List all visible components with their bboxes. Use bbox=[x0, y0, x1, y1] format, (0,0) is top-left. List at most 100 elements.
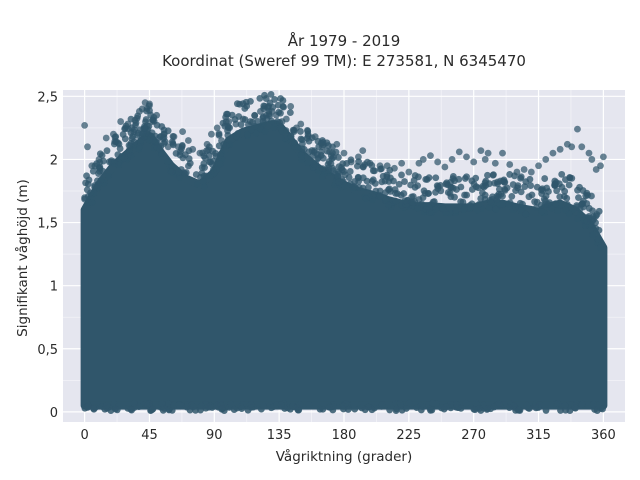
scatter-point-outlier bbox=[131, 116, 139, 124]
scatter-point bbox=[91, 182, 99, 189]
scatter-point-outlier bbox=[218, 137, 225, 144]
scatter-point bbox=[369, 167, 377, 175]
scatter-point-outlier bbox=[160, 130, 168, 138]
scatter-point bbox=[494, 178, 501, 186]
scatter-point bbox=[392, 197, 399, 205]
scatter-point bbox=[479, 182, 487, 190]
scatter-point bbox=[353, 162, 361, 170]
scatter-point bbox=[340, 182, 348, 190]
scatter-point bbox=[517, 188, 525, 196]
scatter-point bbox=[142, 400, 150, 408]
scatter-point bbox=[460, 206, 468, 214]
scatter-point bbox=[227, 400, 235, 408]
scatter-point bbox=[429, 399, 437, 407]
scatter-point bbox=[267, 90, 275, 98]
scatter-point bbox=[407, 181, 414, 189]
scatter-point bbox=[590, 400, 598, 408]
scatter-point-outlier bbox=[520, 166, 528, 173]
scatter-point bbox=[400, 190, 408, 197]
scatter-point bbox=[149, 136, 157, 144]
scatter-point bbox=[563, 194, 571, 202]
scatter-point-outlier bbox=[184, 137, 192, 144]
scatter-point bbox=[361, 406, 369, 414]
scatter-point bbox=[409, 199, 417, 206]
scatter-point bbox=[565, 181, 573, 189]
scatter-point bbox=[594, 235, 602, 243]
scatter-point bbox=[142, 116, 150, 123]
scatter-point bbox=[566, 173, 574, 181]
x-tick-label: 225 bbox=[396, 428, 421, 443]
scatter-point bbox=[261, 128, 269, 135]
scatter-point bbox=[172, 149, 180, 157]
scatter-point bbox=[425, 204, 433, 212]
scatter-point bbox=[592, 219, 599, 227]
scatter-point bbox=[552, 200, 559, 208]
scatter-point bbox=[319, 165, 327, 173]
x-tick-label: 90 bbox=[206, 428, 223, 443]
scatter-point-outlier bbox=[491, 159, 499, 167]
scatter-point bbox=[120, 155, 128, 162]
scatter-point-outlier bbox=[95, 156, 103, 163]
scatter-point bbox=[562, 406, 570, 414]
scatter-point-outlier bbox=[481, 156, 489, 163]
y-tick-label: 1 bbox=[50, 280, 58, 295]
scatter-point bbox=[345, 174, 353, 181]
scatter-point bbox=[286, 109, 294, 117]
scatter-point bbox=[262, 95, 270, 102]
scatter-point bbox=[538, 208, 545, 216]
scatter-point bbox=[149, 405, 157, 413]
scatter-point bbox=[490, 171, 497, 179]
scatter-point bbox=[405, 399, 413, 407]
y-tick-label: 2,5 bbox=[37, 90, 58, 105]
scatter-point bbox=[105, 172, 112, 180]
scatter-point bbox=[459, 198, 467, 206]
scatter-point-outlier bbox=[251, 111, 259, 119]
scatter-point bbox=[96, 150, 104, 158]
scatter-point-outlier bbox=[599, 153, 607, 161]
scatter-point bbox=[127, 406, 135, 413]
scatter-point bbox=[176, 173, 183, 181]
scatter-point-outlier bbox=[455, 148, 463, 156]
scatter-point bbox=[208, 160, 216, 168]
scatter-point-outlier bbox=[239, 115, 247, 123]
scatter-point bbox=[338, 164, 345, 171]
scatter-point-outlier bbox=[470, 158, 478, 166]
scatter-point-outlier bbox=[333, 140, 341, 148]
scatter-point bbox=[215, 142, 223, 150]
scatter-point bbox=[485, 204, 493, 211]
scatter-point-outlier bbox=[347, 158, 355, 166]
scatter-point bbox=[82, 179, 89, 187]
scatter-point bbox=[475, 200, 483, 208]
scatter-point-outlier bbox=[398, 159, 406, 167]
scatter-point bbox=[398, 171, 405, 179]
scatter-point bbox=[224, 124, 232, 132]
scatter-point-outlier bbox=[189, 145, 197, 153]
scatter-point bbox=[365, 184, 372, 191]
scatter-point bbox=[319, 173, 326, 181]
scatter-point bbox=[596, 244, 604, 251]
scatter-point bbox=[180, 169, 188, 177]
scatter-point-outlier bbox=[318, 143, 326, 151]
scatter-point bbox=[287, 133, 295, 140]
scatter-point bbox=[130, 138, 138, 146]
scatter-point-outlier bbox=[463, 153, 470, 161]
scatter-point bbox=[455, 175, 463, 183]
scatter-point-outlier bbox=[84, 143, 91, 151]
scatter-point bbox=[427, 406, 434, 414]
scatter-point bbox=[536, 401, 544, 408]
scatter-point-outlier bbox=[427, 152, 434, 160]
scatter-point bbox=[271, 96, 279, 103]
scatter-point bbox=[575, 194, 582, 202]
scatter-point bbox=[592, 224, 600, 232]
scatter-point bbox=[442, 403, 450, 411]
scatter-point bbox=[170, 401, 178, 409]
scatter-point bbox=[556, 193, 564, 201]
scatter-point bbox=[238, 405, 246, 413]
scatter-point-outlier bbox=[359, 147, 367, 154]
scatter-point bbox=[217, 160, 224, 168]
scatter-point bbox=[141, 124, 148, 132]
scatter-point bbox=[381, 177, 389, 185]
scatter-point bbox=[297, 151, 305, 159]
scatter-point-outlier bbox=[81, 121, 89, 129]
